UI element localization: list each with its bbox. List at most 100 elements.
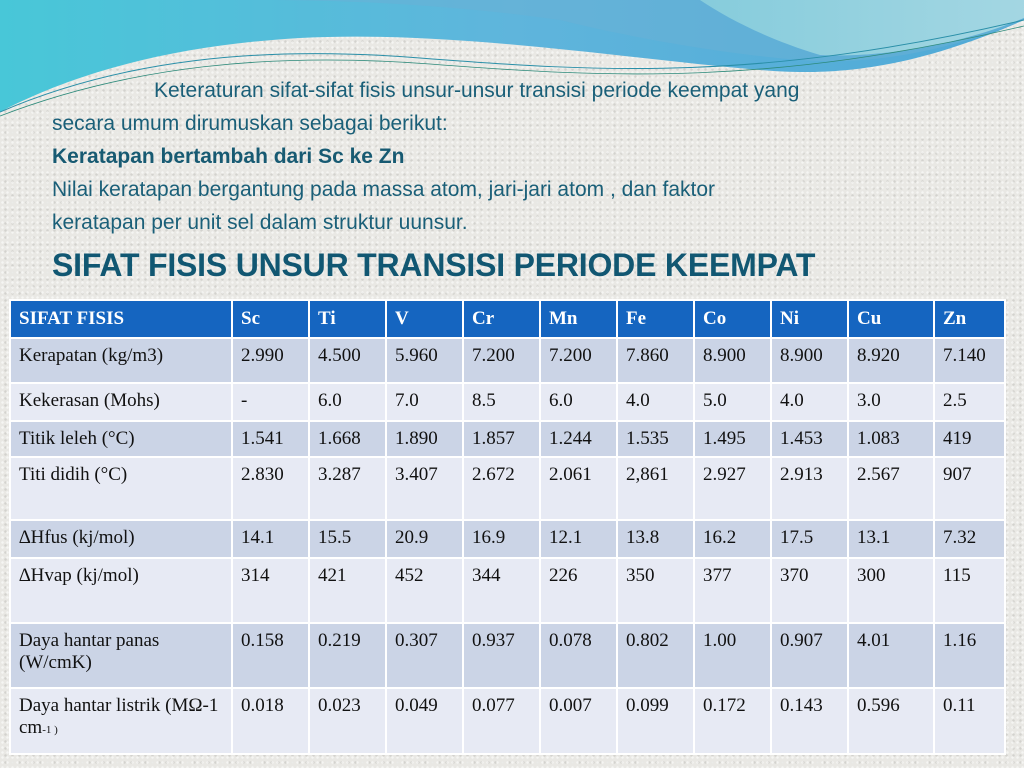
cell-v: 3.407 [385, 456, 464, 521]
cell-zn: 419 [933, 420, 1006, 458]
cell-fe: 0.099 [616, 687, 695, 755]
header-v: V [385, 299, 464, 339]
cell-cr: 8.5 [462, 382, 541, 422]
cell-ti: 0.219 [308, 622, 387, 689]
cell-ni: 8.900 [770, 337, 849, 384]
table-row: ∆Hvap (kj/mol) 314 421 452 344 226 350 377 370 30… [9, 557, 1006, 624]
table-row: Kerapatan (kg/m3) 2.990 4.500 5.960 7.200 7.2… [9, 337, 1006, 384]
cell-cu: 300 [847, 557, 935, 624]
cell-co: 16.2 [693, 519, 772, 559]
cell-ti: 0.023 [308, 687, 387, 755]
cell-cr: 7.200 [462, 337, 541, 384]
cell-co: 0.172 [693, 687, 772, 755]
table-row: ∆Hfus (kj/mol) 14.1 15.5 20.9 16.9 12.1 13.8 16… [9, 519, 1006, 559]
cell-cr: 2.672 [462, 456, 541, 521]
cell-zn: 2.5 [933, 382, 1006, 422]
cell-fe: 1.535 [616, 420, 695, 458]
cell-ti: 6.0 [308, 382, 387, 422]
header-sc: Sc [231, 299, 310, 339]
row-label: ∆Hvap (kj/mol) [9, 557, 233, 624]
cell-ni: 0.143 [770, 687, 849, 755]
intro-line-1: Keteraturan sifat-sifat fisis unsur-unsu… [154, 79, 800, 102]
cell-v: 20.9 [385, 519, 464, 559]
cell-zn: 0.11 [933, 687, 1006, 755]
header-property: SIFAT FISIS [9, 299, 233, 339]
cell-ti: 15.5 [308, 519, 387, 559]
cell-sc: 2.990 [231, 337, 310, 384]
cell-ni: 4.0 [770, 382, 849, 422]
row-label: Daya hantar panas (W/cmK) [9, 622, 233, 689]
cell-cu: 2.567 [847, 456, 935, 521]
cell-zn: 907 [933, 456, 1006, 521]
cell-cr: 1.857 [462, 420, 541, 458]
cell-mn: 226 [539, 557, 618, 624]
cell-zn: 1.16 [933, 622, 1006, 689]
cell-sc: 0.158 [231, 622, 310, 689]
cell-ni: 1.453 [770, 420, 849, 458]
cell-sc: 314 [231, 557, 310, 624]
cell-sc: 14.1 [231, 519, 310, 559]
header-mn: Mn [539, 299, 618, 339]
cell-cr: 0.937 [462, 622, 541, 689]
header-zn: Zn [933, 299, 1006, 339]
cell-v: 452 [385, 557, 464, 624]
header-wave-decoration [0, 0, 1024, 117]
page-title: SIFAT FISIS UNSUR TRANSISI PERIODE KEEMP… [52, 247, 816, 283]
cell-mn: 6.0 [539, 382, 618, 422]
cell-sc: 0.018 [231, 687, 310, 755]
header-ni: Ni [770, 299, 849, 339]
cell-co: 1.495 [693, 420, 772, 458]
cell-zn: 115 [933, 557, 1006, 624]
cell-cr: 0.077 [462, 687, 541, 755]
cell-mn: 7.200 [539, 337, 618, 384]
table-row: Kekerasan (Mohs) -6.0 7.0 8.5 6.0 4.0 5.0 4.0 3.… [9, 382, 1006, 422]
cell-ni: 370 [770, 557, 849, 624]
cell-cu: 4.01 [847, 622, 935, 689]
cell-co: 5.0 [693, 382, 772, 422]
cell-co: 1.00 [693, 622, 772, 689]
row-label: Titik leleh (°C) [9, 420, 233, 458]
cell-cu: 13.1 [847, 519, 935, 559]
row-label-main: Daya hantar listrik (MΩ-1 cm [19, 695, 219, 738]
cell-v: 5.960 [385, 337, 464, 384]
intro-line-2: secara umum dirumuskan sebagai berikut: [52, 112, 448, 135]
cell-co: 377 [693, 557, 772, 624]
cell-v: 7.0 [385, 382, 464, 422]
table-row: Titi didih (°C) 2.830 3.287 3.407 2.672 2.061… [9, 456, 1006, 521]
intro-line-4: Nilai keratapan bergantung pada massa at… [52, 178, 716, 201]
cell-ti: 1.668 [308, 420, 387, 458]
cell-zn: 7.140 [933, 337, 1006, 384]
header-co: Co [693, 299, 772, 339]
table-row: Daya hantar panas (W/cmK) 0.158 0.219 0.307… [9, 622, 1006, 689]
row-label: Kerapatan (kg/m3) [9, 337, 233, 384]
cell-ni: 17.5 [770, 519, 849, 559]
cell-sc: - [231, 382, 310, 422]
cell-ni: 2.913 [770, 456, 849, 521]
row-label-superscript: -1 ) [42, 724, 58, 736]
physical-properties-table: SIFAT FISIS Sc Ti V Cr Mn Fe Co Ni Cu Zn… [9, 299, 1006, 755]
cell-mn: 1.244 [539, 420, 618, 458]
cell-co: 8.900 [693, 337, 772, 384]
cell-fe: 4.0 [616, 382, 695, 422]
cell-mn: 2.061 [539, 456, 618, 521]
cell-co: 2.927 [693, 456, 772, 521]
cell-mn: 0.078 [539, 622, 618, 689]
row-label: Kekerasan (Mohs) [9, 382, 233, 422]
intro-line-5: keratapan per unit sel dalam struktur uu… [52, 211, 468, 234]
cell-fe: 350 [616, 557, 695, 624]
header-cu: Cu [847, 299, 935, 339]
header-ti: Ti [308, 299, 387, 339]
cell-fe: 2,861 [616, 456, 695, 521]
cell-v: 0.307 [385, 622, 464, 689]
cell-ti: 4.500 [308, 337, 387, 384]
table-row: Titik leleh (°C) 1.541 1.668 1.890 1.857 1.24… [9, 420, 1006, 458]
header-fe: Fe [616, 299, 695, 339]
cell-v: 0.049 [385, 687, 464, 755]
cell-ti: 3.287 [308, 456, 387, 521]
row-label: Titi didih (°C) [9, 456, 233, 521]
cell-ni: 0.907 [770, 622, 849, 689]
cell-cu: 1.083 [847, 420, 935, 458]
cell-mn: 12.1 [539, 519, 618, 559]
cell-fe: 7.860 [616, 337, 695, 384]
table-row: Daya hantar listrik (MΩ-1 cm-1 ) 0.018 0.0… [9, 687, 1006, 755]
